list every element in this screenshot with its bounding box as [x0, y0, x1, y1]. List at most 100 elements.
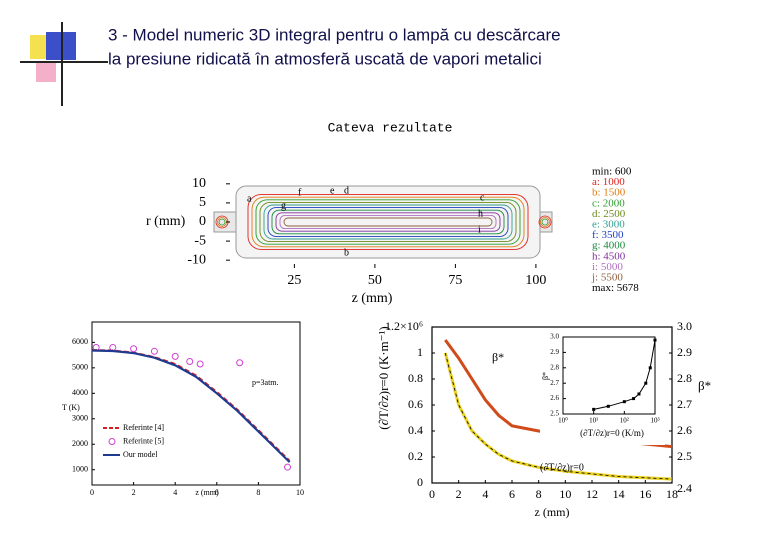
x-tick-label: 100	[525, 273, 546, 288]
y-tick-label: 1000	[72, 465, 88, 474]
y-axis-label: T (K)	[62, 403, 80, 412]
x-axis-label: z (mm)	[352, 291, 393, 306]
plot-frame	[562, 336, 656, 415]
legend-entry: e: 3000	[592, 219, 625, 231]
data-point	[632, 397, 636, 401]
legend-entry: d: 2500	[592, 208, 626, 220]
data-point	[637, 392, 641, 396]
x-tick-label: 0	[90, 488, 94, 497]
legend-entry: a: 1000	[592, 176, 625, 188]
x-tick-label: 25	[287, 273, 301, 288]
contour-line	[247, 194, 529, 250]
x-tick-label: 4	[482, 487, 488, 501]
legend-entry: i: 5000	[592, 261, 623, 273]
contour-label: e	[330, 185, 335, 196]
data-point	[236, 359, 244, 367]
legend-marker	[108, 438, 116, 445]
contour-label: h	[478, 208, 483, 219]
y-tick-label: 2.9	[550, 348, 559, 356]
contour-label: g	[281, 200, 286, 211]
contour-line	[259, 201, 517, 243]
y-tick-label: 1.2×10⁶	[385, 319, 423, 333]
y-axis-label: (∂T/∂z)r=0 (K·m⁻¹)	[376, 326, 391, 430]
y2-tick-label: 2.7	[677, 397, 692, 411]
x-tick-label: 50	[368, 273, 382, 288]
y-tick-label: 3000	[72, 414, 88, 423]
data-point	[622, 400, 626, 404]
data-line	[593, 340, 656, 410]
data-point	[186, 357, 194, 365]
y-tick-label: -5	[194, 233, 206, 248]
x-tick-label: 2	[132, 488, 136, 497]
legend-entry: min: 600	[592, 166, 632, 178]
y2-tick-label: 2.8	[677, 371, 692, 385]
y-tick-label: 2000	[72, 439, 88, 448]
y-tick-label: 3.0	[550, 333, 559, 341]
contour-label: i	[478, 224, 481, 235]
data-point	[284, 463, 292, 471]
y-tick-label: 0.6	[408, 397, 423, 411]
data-point	[606, 404, 610, 408]
data-point	[648, 366, 652, 370]
contour-label: c	[480, 192, 485, 203]
title: 3 - Model numeric 3D integral pentru o l…	[108, 25, 561, 44]
y-tick-label: 0.4	[408, 423, 423, 437]
legend-label: Our model	[123, 450, 158, 459]
x-tick-label: 10¹	[589, 417, 598, 425]
contour-line	[541, 218, 549, 226]
y-tick-label: 2.5	[550, 410, 559, 418]
contour-line	[275, 212, 501, 232]
legend-label: Referinte [4]	[123, 423, 164, 432]
contour-line	[279, 214, 497, 230]
data-point	[644, 381, 648, 385]
inset-bg	[540, 330, 665, 445]
y2-axis-label: β*	[698, 378, 711, 393]
y-tick-label: 2.6	[550, 394, 559, 402]
y-tick-label: 0	[417, 475, 423, 489]
data-point	[171, 352, 179, 360]
x-tick-label: 10	[559, 487, 571, 501]
y2-tick-label: 2.6	[677, 423, 692, 437]
y2-tick-label: 3.0	[677, 319, 692, 333]
y-tick-label: 0	[199, 214, 206, 229]
y-tick-label: 1	[417, 345, 423, 359]
x-tick-label: 18	[666, 487, 678, 501]
legend-entry: c: 2000	[592, 197, 625, 209]
x-tick-label: 6	[509, 487, 515, 501]
y-tick-label: 10	[192, 176, 206, 191]
legend-label: Referinte [5]	[123, 436, 164, 445]
contour-line	[540, 217, 550, 227]
x-tick-label: 12	[586, 487, 598, 501]
y-tick-label: 5	[199, 195, 206, 210]
y-tick-label: 0.2	[408, 449, 423, 463]
x-tick-label: 10³	[650, 417, 659, 425]
data-point	[196, 360, 204, 368]
y-tick-label: 6000	[72, 337, 88, 346]
y2-tick-label: 2.9	[677, 345, 692, 359]
data-point	[653, 338, 657, 342]
x-tick-label: 10⁰	[558, 417, 568, 425]
contour-line	[251, 196, 525, 248]
legend-entry: b: 1500	[592, 187, 626, 199]
data-line	[91, 349, 291, 463]
contour-line	[271, 209, 505, 235]
x-tick-label: 8	[536, 487, 542, 501]
x-tick-label: 75	[448, 273, 462, 288]
x-tick-label: 2	[456, 487, 462, 501]
y-tick-label: 4000	[72, 388, 88, 397]
x-axis-label: (∂T/∂z)r=0 (K/m)	[580, 428, 644, 438]
contour-label: a	[247, 193, 252, 204]
x-tick-label: 0	[429, 487, 435, 501]
contour-line	[218, 218, 226, 226]
lamp-arm	[539, 211, 553, 233]
y-tick-label: 0.8	[408, 371, 423, 385]
legend-entry: g: 4000	[592, 240, 626, 252]
annotation: p=3atm.	[252, 378, 279, 387]
contour-line	[283, 217, 493, 227]
contour-line	[255, 199, 521, 245]
contour-label: d	[344, 185, 349, 196]
contour-label: f	[298, 187, 302, 198]
x-tick-label: 10²	[620, 417, 629, 425]
plot-frame	[91, 321, 301, 486]
